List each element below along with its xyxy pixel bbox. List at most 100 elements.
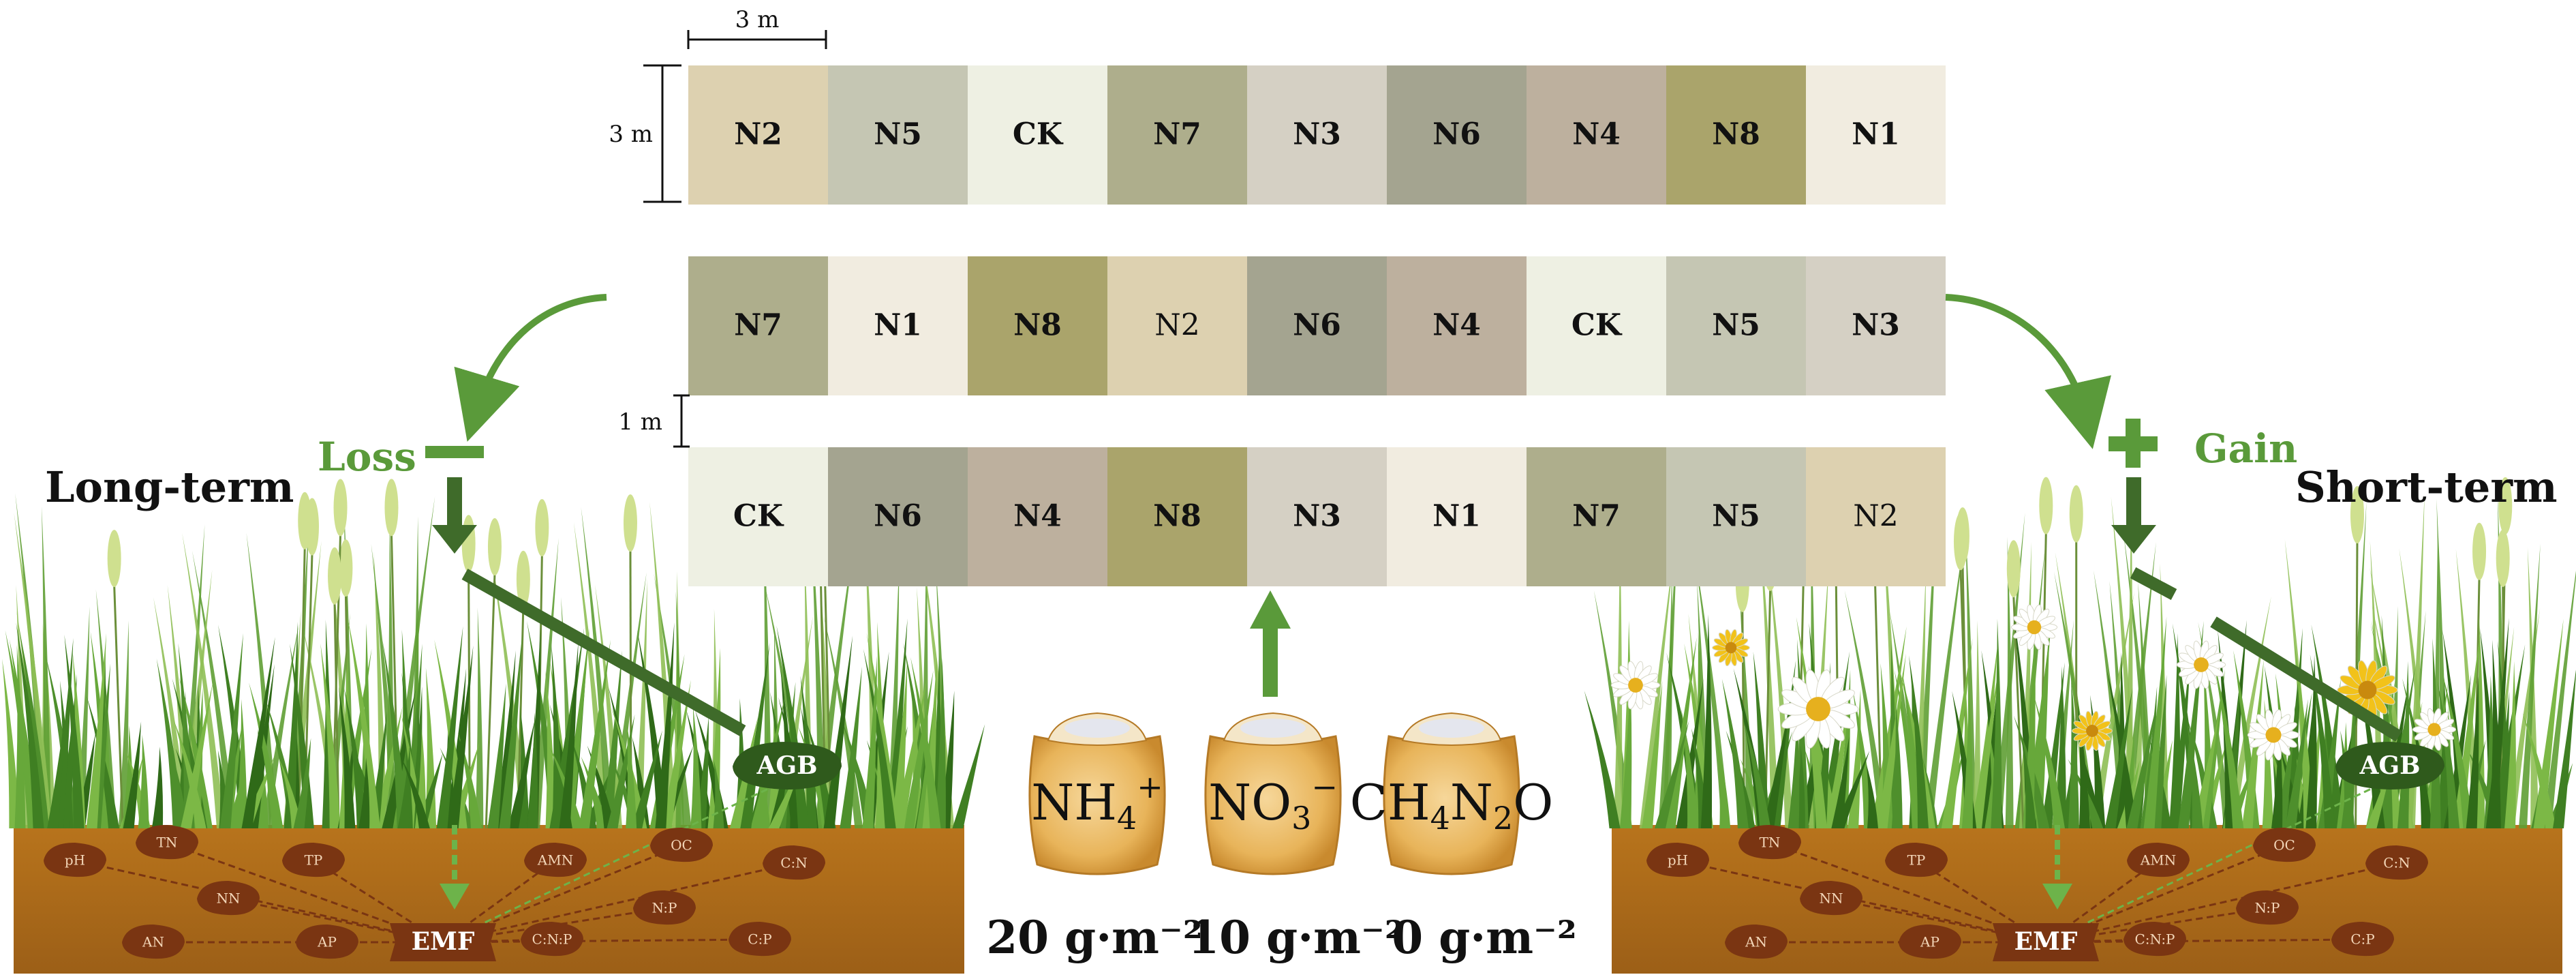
soil-indicator-node: C:N:P <box>521 922 583 957</box>
grass-blade <box>2031 624 2050 828</box>
fertilizer-formula: NO3− <box>1208 768 1338 837</box>
grass-blade <box>1769 659 1796 828</box>
grass-blade <box>893 675 928 828</box>
grass-blade <box>1584 690 1621 828</box>
grass-blade <box>189 687 203 828</box>
grass-blade <box>1847 689 1861 828</box>
plot-cell-fill <box>1247 447 1387 586</box>
seed-head <box>107 530 121 588</box>
soil-link <box>2045 938 2363 944</box>
grass-blade <box>487 683 506 828</box>
application-rate: 20 g·m⁻² <box>986 911 1203 964</box>
application-rates: 20 g·m⁻²10 g·m⁻²0 g·m⁻² <box>986 911 1577 964</box>
plot-cell-label: N2 <box>734 117 782 152</box>
soil-indicator-node: TP <box>282 843 345 877</box>
flower <box>2176 640 2226 689</box>
grass-blade <box>179 677 213 828</box>
grass-blade <box>1836 670 1851 828</box>
grass-blade <box>2365 758 2393 828</box>
grass-blade <box>1871 626 1907 828</box>
soil-indicator-node: TN <box>136 825 198 860</box>
grass-blade <box>1641 680 1663 828</box>
plot-cell: N6 <box>828 447 968 586</box>
grass-blade <box>1916 492 1937 828</box>
soil-indicator-node: TN <box>1738 825 1801 860</box>
grass-blade <box>2553 670 2576 828</box>
soil-indicator-label: AP <box>1920 934 1939 950</box>
dimension-height <box>643 64 681 203</box>
plot-cell-fill <box>1247 65 1387 205</box>
soil-indicator-node: OC <box>2253 828 2316 862</box>
grass-blade <box>499 633 523 828</box>
grass-blade <box>562 628 590 828</box>
loss-label: Loss <box>318 434 416 480</box>
soil-indicator-label: NN <box>1820 890 1843 907</box>
grass-blade <box>1681 708 1699 828</box>
minus-icon <box>425 446 484 458</box>
seed-head <box>298 492 312 550</box>
right-minus-bar <box>2130 567 2177 600</box>
soil-indicator-label: TN <box>157 835 178 851</box>
plot-cell: N5 <box>1666 447 1806 586</box>
plot-cell-fill <box>828 256 968 395</box>
plot-cell: N1 <box>1387 447 1527 586</box>
soil-indicator-node: AMN <box>2127 843 2190 877</box>
left-soil-network: pH TN TP NN AN AP AMN OC C:N N:P C:N:P C:P EMF AGB <box>44 742 842 961</box>
soil-indicator-label: AN <box>1745 934 1767 950</box>
soil-indicator-node: TP <box>1885 843 1948 877</box>
plot-cell-fill <box>968 256 1107 395</box>
left-grassland-panel: pH TN TP NN AN AP AMN OC C:N N:P C:N:P C:P EMF AGB <box>2 479 985 974</box>
grass-blade <box>475 607 484 828</box>
grass-blade <box>86 633 107 828</box>
flower <box>2072 710 2113 751</box>
grass-blade <box>1866 763 1879 828</box>
plot-cell-fill <box>1387 447 1527 586</box>
grass-blade <box>246 532 278 828</box>
plot-cell: N7 <box>1527 447 1666 586</box>
seed-head <box>2039 477 2053 535</box>
grass-blade <box>626 721 637 828</box>
grass-blade <box>823 635 853 828</box>
plot-cell-fill <box>968 65 1107 205</box>
grass-blade <box>2485 618 2509 828</box>
grass-blade <box>182 532 226 828</box>
right-down-arrow-shaft <box>2126 477 2141 530</box>
plot-cell: CK <box>968 65 1107 205</box>
grass-blade <box>1593 590 1633 828</box>
grass-blade <box>283 622 298 828</box>
plot-cell-fill <box>828 65 968 205</box>
plus-icon <box>2109 419 2158 468</box>
grass-blade <box>1924 524 1967 828</box>
plot-cell-label: N3 <box>1293 499 1341 534</box>
grass-blade <box>18 627 50 828</box>
grass-blade <box>2192 711 2220 828</box>
grass-blade <box>1700 614 1713 828</box>
seed-head <box>2006 540 2021 598</box>
plot-cell: N6 <box>1387 65 1527 205</box>
flower <box>2412 708 2456 751</box>
grass-stem <box>113 586 124 829</box>
grass-blade <box>1655 721 1689 828</box>
right-title: Short-term <box>2295 462 2558 512</box>
grass-blade <box>293 738 311 828</box>
application-rate: 0 g·m⁻² <box>1392 911 1577 964</box>
plot-cell-label: N8 <box>1013 308 1062 343</box>
grass-blade <box>934 657 946 828</box>
plot-cell-fill <box>1387 65 1527 205</box>
plot-cell-fill <box>1107 256 1247 395</box>
grass-blade <box>2275 717 2295 828</box>
plot-cell-label: N5 <box>1712 308 1760 343</box>
seed-head <box>623 494 637 552</box>
soil-indicator-node: C:N <box>763 845 825 880</box>
grass-blade <box>1965 519 1976 828</box>
soil-indicator-label: C:P <box>2350 931 2375 948</box>
grass-blade <box>1721 678 1749 828</box>
plot-cell: N4 <box>968 447 1107 586</box>
grass-blade <box>713 760 724 828</box>
plot-cell: N5 <box>828 65 968 205</box>
grass-blade <box>1763 702 1791 828</box>
plot-cell: N2 <box>688 65 828 205</box>
grass-blade <box>14 513 52 828</box>
emf-node: EMF <box>1993 923 2099 961</box>
grass-blade <box>607 714 635 828</box>
